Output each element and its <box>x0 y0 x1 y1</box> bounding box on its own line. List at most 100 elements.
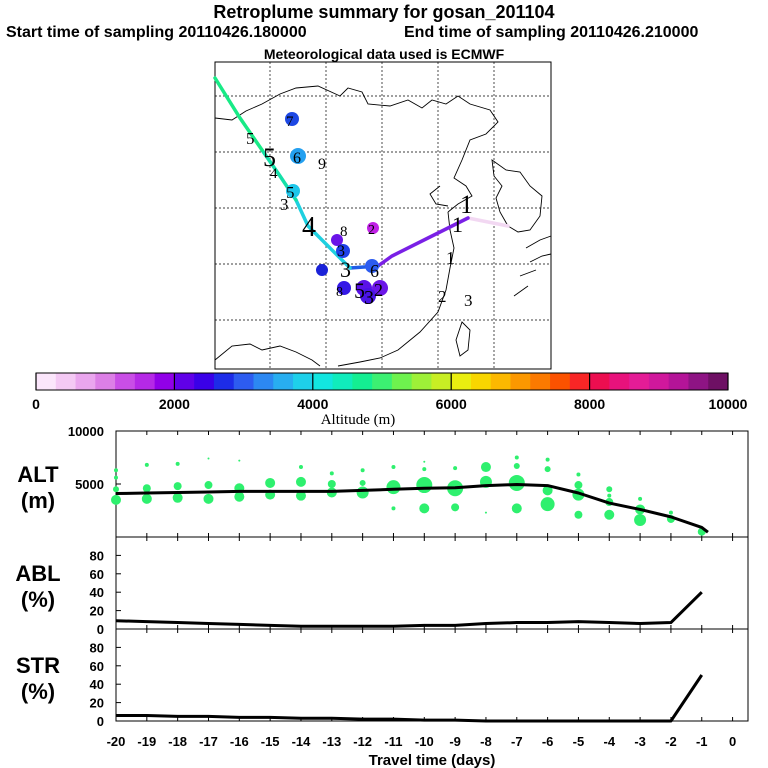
x-tick-label: -7 <box>511 734 523 749</box>
scatter-point <box>329 471 334 476</box>
x-tick-label: -20 <box>107 734 126 749</box>
x-tick-label: -9 <box>449 734 461 749</box>
cluster-marker <box>316 264 328 276</box>
y-tick-label: 40 <box>90 585 104 600</box>
x-tick-label: -14 <box>292 734 312 749</box>
x-tick-label: -17 <box>199 734 218 749</box>
time-series-panels: 100005000ALT(m)806040200ABL(%)806040200S… <box>15 424 749 768</box>
colorbar-tick-label: 0 <box>32 396 40 412</box>
panel-unit: (%) <box>21 587 55 612</box>
scatter-point <box>508 474 525 491</box>
colorbar-cell <box>550 373 571 390</box>
cluster-marker <box>286 184 300 198</box>
scatter-point <box>576 472 581 477</box>
scatter-point <box>606 486 613 493</box>
colorbar-cell <box>629 373 650 390</box>
map-label: 9 <box>318 156 326 173</box>
scatter-point <box>419 503 430 514</box>
scatter-point <box>295 490 306 501</box>
coastline-north <box>214 85 499 213</box>
scatter-point <box>511 503 522 514</box>
panel-frame <box>115 628 749 722</box>
x-tick-label: -19 <box>137 734 156 749</box>
x-tick-label: -15 <box>261 734 280 749</box>
cluster-marker <box>367 222 379 234</box>
map-label: 5 <box>354 278 365 303</box>
colorbar-tick-label: 2000 <box>159 396 190 412</box>
colorbar-cell <box>55 373 77 390</box>
colorbar-tick-label: 4000 <box>297 396 328 412</box>
y-tick-label: 20 <box>90 696 104 711</box>
cluster-marker <box>336 244 350 258</box>
colorbar-cell <box>589 373 610 390</box>
colorbar-cell <box>609 373 630 390</box>
x-tick-label: -1 <box>696 734 708 749</box>
scatter-point <box>207 457 210 460</box>
scatter-point <box>113 486 119 493</box>
map-label: 3 <box>280 195 289 214</box>
coastline-east-china <box>337 211 455 367</box>
map-label: 5 <box>246 129 255 148</box>
scatter-point <box>542 485 553 496</box>
scatter-point <box>295 476 306 487</box>
trajectory-labels: 1 1 1 2 3 2 3 4 5 6 7 8 9 3 5 5 4 3 6 2 … <box>246 114 473 310</box>
colorbar-tick-labels: 0 2000 4000 6000 8000 10000 <box>32 373 748 412</box>
panel-frame <box>115 536 749 630</box>
coastline-southwest <box>214 343 321 367</box>
scatter-point <box>423 460 426 463</box>
figure-title: Retroplume summary for gosan_201104 <box>213 2 555 22</box>
panel-abl: 80 60 40 20 0 ABL(%) <box>15 536 749 637</box>
series-line <box>115 483 709 534</box>
map-label: 3 <box>340 257 351 282</box>
scatter-point <box>172 492 183 503</box>
x-tick-label: -11 <box>384 734 402 749</box>
x-tick-label: -3 <box>634 734 646 749</box>
scatter-point <box>514 455 519 460</box>
scatter-point <box>175 461 180 466</box>
map-label: 6 <box>370 261 379 281</box>
scatter-point <box>451 503 460 512</box>
map-label: 3 <box>464 291 473 310</box>
x-tick-label: -16 <box>230 734 249 749</box>
trajectory-segment-1 <box>466 216 510 228</box>
scatter-point <box>327 480 336 488</box>
colorbar-cell <box>688 373 709 390</box>
colorbar-cell <box>293 373 314 390</box>
panel-alt: 10000 5000 ALT(m) <box>17 424 749 538</box>
y-tick-label: 20 <box>90 604 104 619</box>
scatter-point <box>545 457 550 462</box>
map-label: 5 <box>263 143 276 172</box>
colorbar-cell <box>490 373 512 390</box>
colorbar-axis-label: Altitude (m) <box>321 412 396 428</box>
map-gridlines <box>215 62 551 369</box>
x-tick-label: -18 <box>168 734 187 749</box>
scatter-point <box>422 467 427 472</box>
scatter-point <box>203 493 214 504</box>
cluster-marker <box>372 280 388 296</box>
panel-label: ALT <box>17 462 59 487</box>
coastline-japan <box>513 235 552 297</box>
colorbar-cell <box>431 373 452 390</box>
colorbar-cell <box>708 373 729 390</box>
scatter-point <box>638 496 643 501</box>
colorbar-cell <box>451 373 472 390</box>
colorbar-cells <box>35 372 729 391</box>
scatter-point <box>142 484 151 493</box>
colorbar-cell <box>154 373 175 390</box>
colorbar-cell <box>253 373 274 390</box>
map-label: 3 <box>364 287 374 309</box>
colorbar-cell <box>510 373 531 390</box>
map-label: 3 <box>337 243 345 260</box>
scatter-point <box>238 459 241 462</box>
x-tick-label: -10 <box>415 734 434 749</box>
y-tick-label: 0 <box>97 622 104 637</box>
map-label: 8 <box>340 224 348 240</box>
map-label: 2 <box>438 287 447 306</box>
map-label: 4 <box>270 166 278 182</box>
coastline-gulf <box>429 185 449 207</box>
map-label: 5 <box>286 183 295 202</box>
x-tick-label: -5 <box>573 734 585 749</box>
panel-unit: (%) <box>21 679 55 704</box>
colorbar-cell <box>36 373 57 390</box>
